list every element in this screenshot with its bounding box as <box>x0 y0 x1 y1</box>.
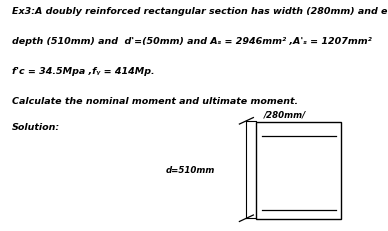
Text: depth (510mm) and  d'=(50mm) and Aₛ = 2946mm² ,A'ₛ = 1207mm²: depth (510mm) and d'=(50mm) and Aₛ = 294… <box>12 37 371 46</box>
Text: d=510mm: d=510mm <box>166 165 215 174</box>
Text: f'ᴄ = 34.5Mpa ,fᵧ = 414Mp.: f'ᴄ = 34.5Mpa ,fᵧ = 414Mp. <box>12 67 154 76</box>
Text: Calculate the nominal moment and ultimate moment.: Calculate the nominal moment and ultimat… <box>12 97 298 106</box>
Text: Solution:: Solution: <box>12 122 60 131</box>
Text: Ex3:A doubly reinforced rectangular section has width (280mm) and effective: Ex3:A doubly reinforced rectangular sect… <box>12 7 388 16</box>
Text: /280mm/: /280mm/ <box>264 110 306 119</box>
Bar <box>256 122 341 219</box>
